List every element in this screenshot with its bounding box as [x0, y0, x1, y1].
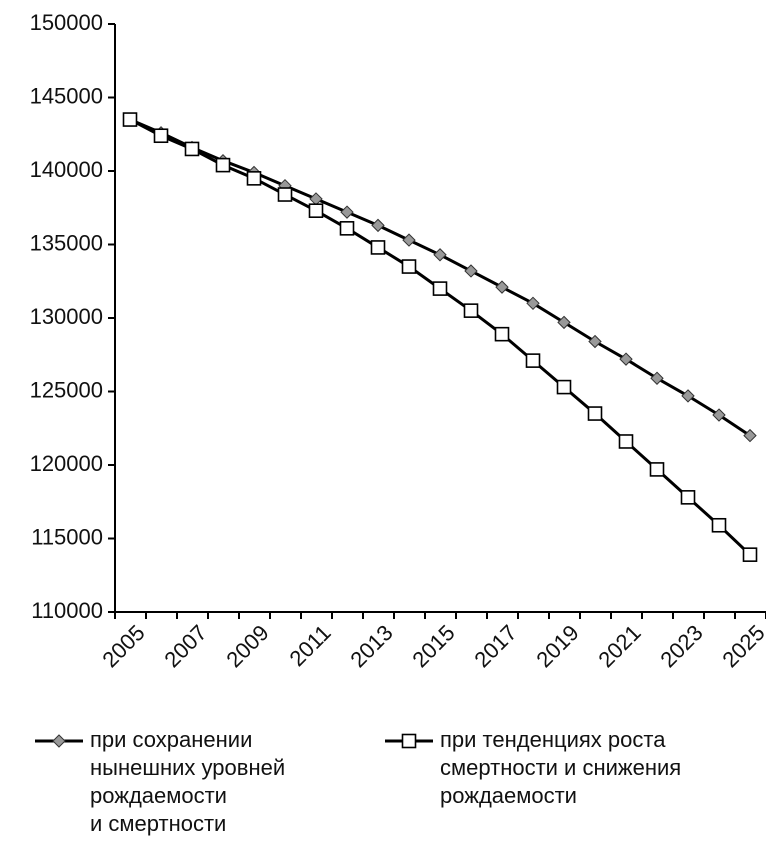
- point: [712, 408, 726, 422]
- x-tick-label: 2007: [159, 620, 211, 672]
- x-tick-label: 2009: [221, 620, 273, 672]
- point: [464, 264, 478, 278]
- point: [432, 281, 448, 296]
- x-tick-label: 2017: [469, 620, 521, 672]
- point: [681, 389, 695, 403]
- point: [463, 303, 479, 318]
- series-line: [129, 118, 752, 556]
- point: [494, 326, 510, 342]
- point: [619, 352, 633, 366]
- point: [401, 733, 417, 749]
- point: [370, 240, 386, 255]
- point: [246, 171, 262, 186]
- point: [525, 353, 541, 368]
- x-tick-label: 2025: [717, 620, 766, 672]
- point: [340, 205, 354, 219]
- x-tick-label: 2013: [345, 620, 397, 672]
- y-tick-label: 140000: [30, 157, 103, 182]
- point: [649, 462, 665, 477]
- point: [556, 379, 572, 395]
- point: [557, 315, 571, 330]
- point: [215, 157, 231, 173]
- x-tick-label: 2023: [655, 620, 707, 672]
- y-tick-label: 135000: [30, 230, 103, 255]
- point: [277, 187, 293, 202]
- point: [711, 517, 727, 533]
- point: [52, 734, 66, 748]
- point: [339, 221, 355, 236]
- point: [680, 490, 696, 505]
- point: [402, 233, 416, 247]
- point: [401, 259, 417, 274]
- point: [742, 547, 758, 562]
- x-tick-label: 2005: [97, 620, 149, 672]
- y-tick-label: 150000: [30, 10, 103, 35]
- point: [184, 141, 200, 157]
- point: [433, 248, 447, 262]
- point: [743, 428, 757, 443]
- point: [153, 128, 169, 144]
- x-tick-label: 2021: [593, 620, 645, 672]
- y-tick-label: 130000: [30, 304, 103, 329]
- point: [526, 296, 540, 311]
- y-tick-label: 110000: [31, 598, 103, 623]
- y-tick-label: 125000: [30, 377, 103, 402]
- legend-label: при сохранении нынешних уровней рождаемост…: [90, 727, 285, 836]
- point: [588, 334, 602, 349]
- point: [371, 218, 385, 233]
- point: [650, 371, 664, 385]
- legend-label: при тенденциях роста смертности и снижени…: [440, 727, 681, 808]
- y-tick-label: 115000: [31, 524, 103, 549]
- x-tick-label: 2011: [285, 620, 336, 671]
- x-tick-label: 2015: [407, 620, 459, 672]
- y-tick-label: 120000: [30, 451, 103, 476]
- point: [308, 203, 324, 218]
- point: [618, 434, 634, 449]
- point: [587, 406, 603, 421]
- point: [309, 192, 323, 206]
- y-tick-label: 145000: [30, 83, 103, 108]
- point: [495, 280, 509, 294]
- x-tick-label: 2019: [531, 620, 583, 672]
- point: [122, 112, 138, 127]
